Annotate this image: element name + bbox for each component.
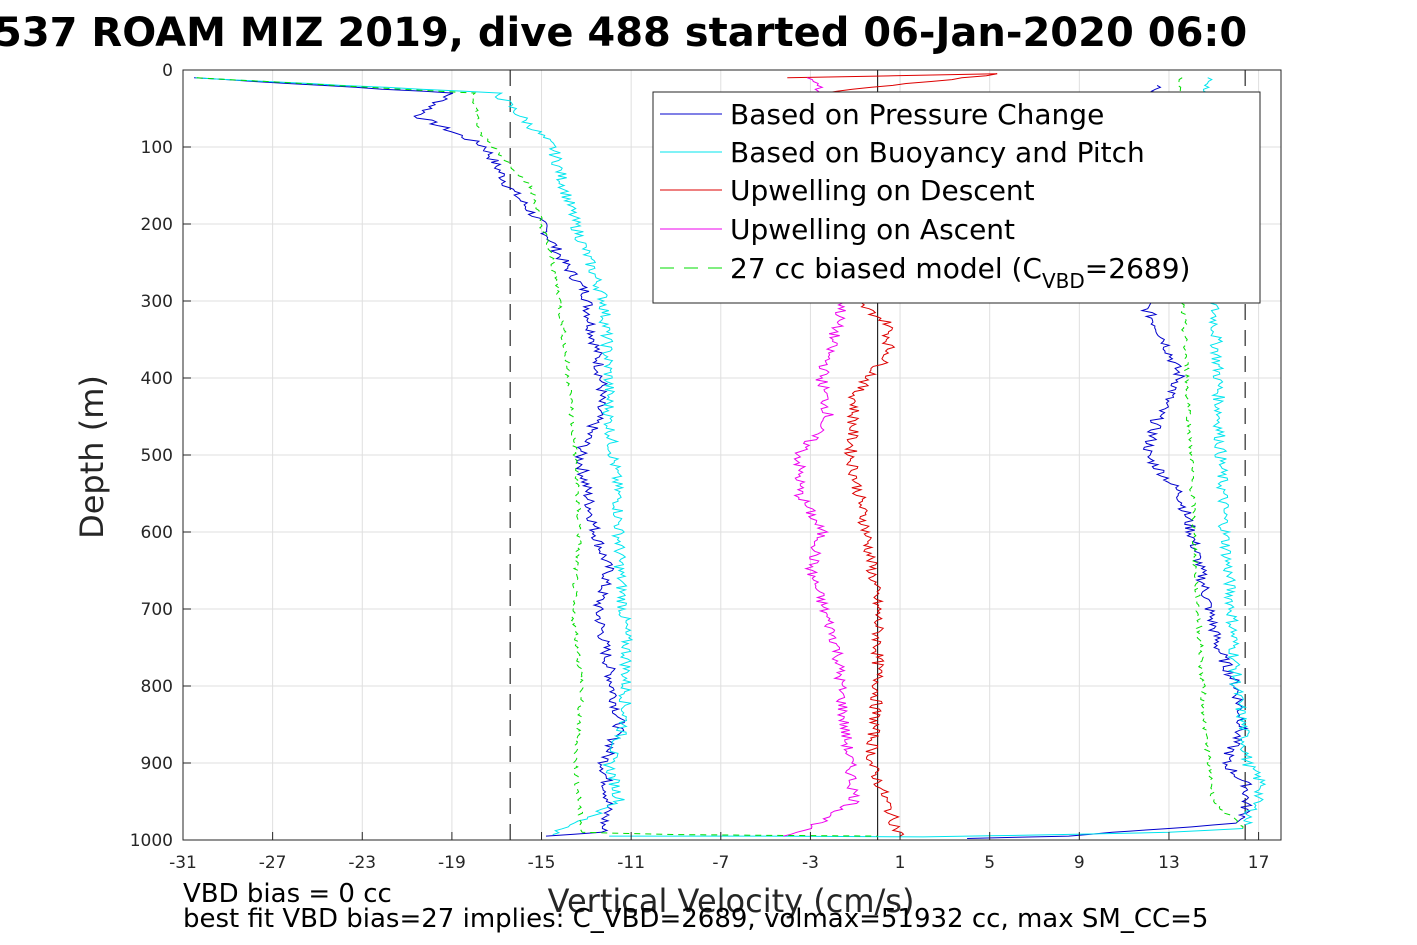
x-tick-label: 5 xyxy=(984,853,995,873)
chart-title: 537 ROAM MIZ 2019, dive 488 started 06-J… xyxy=(0,10,1247,56)
y-tick-label: 100 xyxy=(141,138,173,158)
series-line-1 xyxy=(967,816,1246,839)
series-line-9 xyxy=(1176,77,1244,829)
y-tick-label: 300 xyxy=(141,292,173,312)
x-tick-label: 9 xyxy=(1074,853,1085,873)
legend-label-model-main: 27 cc biased model (C xyxy=(730,252,1042,285)
x-tick-label: 13 xyxy=(1158,853,1180,873)
y-tick-label: 1000 xyxy=(130,831,173,851)
series-line-0 xyxy=(194,77,626,837)
y-tick-label: 800 xyxy=(141,677,173,697)
legend-label-model: 27 cc biased model (CVBD=2689) xyxy=(730,252,1190,293)
x-tick-label: -31 xyxy=(169,853,197,873)
legend-box xyxy=(652,91,1261,304)
y-tick-label: 0 xyxy=(162,61,173,81)
x-tick-label: -27 xyxy=(259,853,287,873)
legend-label-ascent: Upwelling on Ascent xyxy=(730,213,1015,246)
y-tick-label: 700 xyxy=(141,600,173,620)
legend: Based on Pressure Change Based on Buoyan… xyxy=(652,91,1261,304)
y-tick-label: 500 xyxy=(141,446,173,466)
x-tick-label: 17 xyxy=(1248,853,1270,873)
x-tick-label: -11 xyxy=(617,853,645,873)
y-tick-label: 900 xyxy=(141,754,173,774)
x-tick-label: -19 xyxy=(438,853,466,873)
note-best-fit: best fit VBD bias=27 implies: C_VBD=2689… xyxy=(183,904,1208,934)
x-tick-label: -23 xyxy=(348,853,376,873)
legend-label-buoyancy: Based on Buoyancy and Pitch xyxy=(730,136,1145,169)
x-ticks: -31 -27 -23 -19 -15 -11 -7 -3 1 5 9 13 17 xyxy=(169,832,1269,873)
series-line-3 xyxy=(195,77,634,836)
y-tick-label: 400 xyxy=(141,369,173,389)
note-vbd-bias: VBD bias = 0 cc xyxy=(183,879,392,909)
legend-label-descent: Upwelling on Descent xyxy=(730,174,1035,207)
y-tick-label: 600 xyxy=(141,523,173,543)
x-tick-label: -15 xyxy=(528,853,556,873)
y-ticks: 0 100 200 300 400 500 600 700 800 900 1000 xyxy=(130,61,191,851)
x-tick-label: -3 xyxy=(802,853,819,873)
y-axis-label: Depth (m) xyxy=(73,375,111,539)
legend-label-pressure: Based on Pressure Change xyxy=(730,98,1104,131)
x-axis-label: Vertical Velocity (cm/s) xyxy=(548,882,915,920)
legend-label-model-end: =2689) xyxy=(1085,252,1191,285)
x-tick-label: -7 xyxy=(712,853,729,873)
legend-label-model-sub: VBD xyxy=(1042,269,1085,293)
y-tick-label: 200 xyxy=(141,215,173,235)
x-tick-label: 1 xyxy=(895,853,906,873)
